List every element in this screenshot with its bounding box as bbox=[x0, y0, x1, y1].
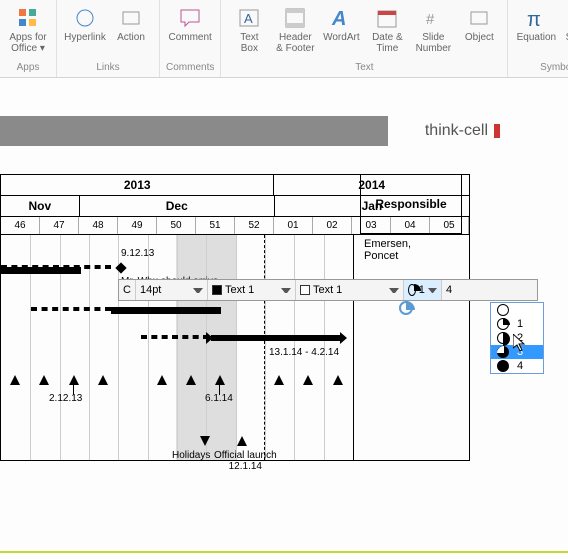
progress-combo[interactable]: 1 bbox=[404, 280, 442, 300]
textbox-button[interactable]: ATextBox bbox=[227, 4, 271, 62]
popup-opt-1[interactable]: 1 bbox=[491, 317, 543, 331]
svg-text:π: π bbox=[527, 9, 541, 30]
task-bar-arrow[interactable] bbox=[211, 335, 341, 341]
week-46: 46 bbox=[1, 217, 40, 234]
outline-combo[interactable]: Text 1 bbox=[296, 280, 404, 300]
gantt-body[interactable]: 9.12.13 Mr. Whu should arrive 13.1.14 - … bbox=[1, 235, 469, 460]
char-style[interactable]: C bbox=[119, 280, 136, 300]
week-48: 48 bbox=[79, 217, 118, 234]
title-grey bbox=[0, 116, 388, 146]
apps-office-button[interactable]: Apps forOffice ▾ bbox=[6, 4, 50, 62]
task-bar-dash-2[interactable] bbox=[31, 307, 111, 311]
week-01: 01 bbox=[274, 217, 313, 234]
bottom-accent bbox=[0, 551, 568, 553]
ribbon-group-text: ATextBoxHeader& FooterAWordArtDate &Time… bbox=[221, 0, 508, 77]
fill-combo[interactable]: Text 1 bbox=[208, 280, 296, 300]
week-50: 50 bbox=[157, 217, 196, 234]
svg-text:A: A bbox=[331, 8, 346, 30]
svg-text:#: # bbox=[426, 11, 435, 28]
mark-val[interactable]: 4 bbox=[442, 280, 460, 300]
holiday-shade bbox=[176, 235, 236, 460]
milestone-tri-3[interactable] bbox=[98, 375, 108, 385]
label-launch: Official launch 12.1.14 bbox=[214, 450, 277, 472]
popup-opt-2[interactable]: 2 bbox=[491, 331, 543, 345]
ribbon-group-symbols: πEquationΩSymbolSymbols bbox=[508, 0, 568, 77]
week-49: 49 bbox=[118, 217, 157, 234]
date-time-button[interactable]: Date &Time bbox=[365, 4, 409, 62]
task-bar-1[interactable] bbox=[1, 267, 81, 274]
task-bar-2[interactable] bbox=[111, 307, 221, 314]
format-toolbar[interactable]: C 14pt Text 1 Text 1 1 4 bbox=[118, 279, 538, 301]
svg-text:A: A bbox=[244, 11, 253, 26]
label-2-12: 2.12.13 bbox=[49, 393, 82, 404]
label-date-1: 9.12.13 bbox=[121, 248, 154, 259]
responsible-cell-0[interactable]: Emersen,Poncet bbox=[360, 234, 462, 266]
responsible-column: Responsible Emersen,Poncet bbox=[360, 174, 462, 266]
popup-opt-0[interactable] bbox=[491, 303, 543, 317]
symbol-button[interactable]: ΩSymbol bbox=[560, 4, 568, 62]
slide-canvas: think-cell 20132014 NovDecJan 4647484950… bbox=[0, 78, 568, 559]
slide-number-button[interactable]: #SlideNumber bbox=[411, 4, 455, 62]
progress-popup[interactable]: 1234 bbox=[490, 302, 544, 374]
popup-opt-4[interactable]: 4 bbox=[491, 359, 543, 373]
ribbon-group-comments: CommentComments bbox=[160, 0, 221, 77]
label-range: 13.1.14 - 4.2.14 bbox=[269, 347, 339, 358]
milestone-1[interactable] bbox=[115, 262, 126, 273]
ribbon-group-apps: Apps forOffice ▾Apps bbox=[0, 0, 57, 77]
label-holidays: Holidays bbox=[172, 450, 210, 461]
right-border bbox=[353, 235, 354, 460]
week-52: 52 bbox=[235, 217, 274, 234]
month-Nov: Nov bbox=[1, 196, 80, 216]
week-47: 47 bbox=[40, 217, 79, 234]
milestone-tri-5[interactable] bbox=[157, 375, 167, 385]
milestone-tri-7[interactable] bbox=[215, 375, 225, 385]
milestone-tri-2[interactable] bbox=[69, 375, 79, 385]
holiday-marker bbox=[200, 436, 210, 446]
action-button[interactable]: Action bbox=[109, 4, 153, 62]
today-line bbox=[264, 235, 265, 460]
milestone-tri-1[interactable] bbox=[39, 375, 49, 385]
font-size-combo[interactable]: 14pt bbox=[136, 280, 208, 300]
label-6-1: 6.1.14 bbox=[205, 393, 233, 404]
popup-opt-3[interactable]: 3 bbox=[491, 345, 543, 359]
equation-button[interactable]: πEquation bbox=[514, 4, 558, 62]
title-bar: think-cell bbox=[0, 116, 508, 146]
object-button[interactable]: Object bbox=[457, 4, 501, 62]
launch-marker bbox=[237, 436, 247, 446]
week-02: 02 bbox=[313, 217, 352, 234]
year-2013: 2013 bbox=[1, 175, 274, 195]
progress-mark[interactable] bbox=[399, 301, 413, 315]
ribbon-group-links: HyperlinkActionLinks bbox=[57, 0, 160, 77]
thinkcell-logo: think-cell bbox=[425, 116, 500, 146]
milestone-tri-0[interactable] bbox=[10, 375, 20, 385]
month-Dec: Dec bbox=[80, 196, 275, 216]
week-51: 51 bbox=[196, 217, 235, 234]
milestone-tri-11[interactable] bbox=[333, 375, 343, 385]
milestone-tri-9[interactable] bbox=[274, 375, 284, 385]
responsible-header: Responsible bbox=[360, 174, 462, 234]
hyperlink-button[interactable]: Hyperlink bbox=[63, 4, 107, 62]
task-bar-dash-3[interactable] bbox=[141, 335, 209, 339]
comment-button[interactable]: Comment bbox=[168, 4, 212, 62]
wordart-button[interactable]: AWordArt bbox=[319, 4, 363, 62]
ribbon: Apps forOffice ▾AppsHyperlinkActionLinks… bbox=[0, 0, 568, 78]
milestone-tri-6[interactable] bbox=[186, 375, 196, 385]
milestone-tri-10[interactable] bbox=[303, 375, 313, 385]
header-footer-button[interactable]: Header& Footer bbox=[273, 4, 317, 62]
